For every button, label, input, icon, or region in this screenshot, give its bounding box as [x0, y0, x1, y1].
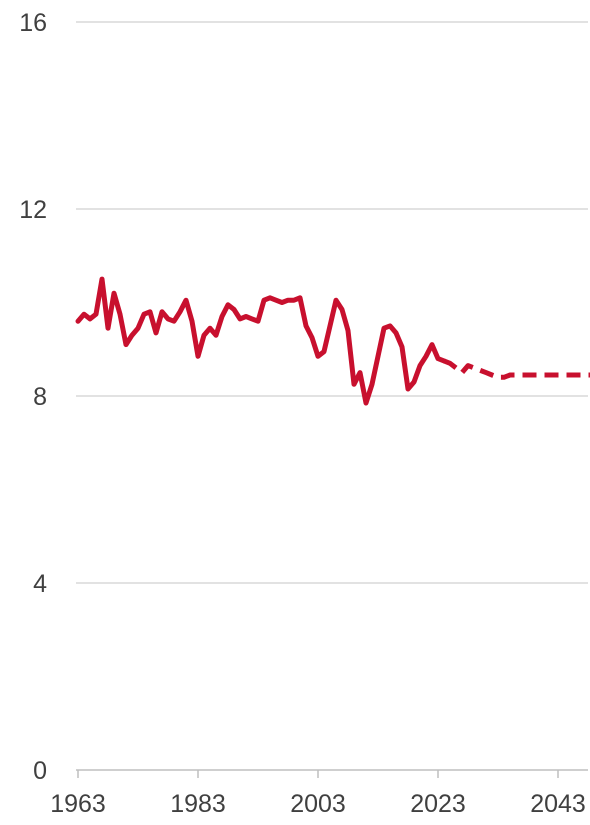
x-tick-label: 2023 [410, 790, 466, 818]
x-tick-label: 1983 [170, 790, 226, 818]
axes [76, 769, 588, 778]
x-tick-label: 1963 [50, 790, 106, 818]
x-tick-label: 2003 [290, 790, 346, 818]
y-tick-label: 0 [33, 757, 47, 785]
y-tick-label: 12 [19, 196, 47, 224]
y-tick-label: 16 [19, 9, 47, 37]
y-tick-label: 4 [33, 570, 47, 598]
series-line-historical [75, 276, 447, 406]
tick-labels: 0 4 8 12 16 1963 1983 2003 2023 2043 [19, 9, 586, 818]
series-layer [75, 276, 590, 406]
x-tick-label: 2043 [530, 790, 586, 818]
gridlines [76, 21, 588, 584]
y-tick-label: 8 [33, 383, 47, 411]
series-line-projection [443, 358, 590, 380]
